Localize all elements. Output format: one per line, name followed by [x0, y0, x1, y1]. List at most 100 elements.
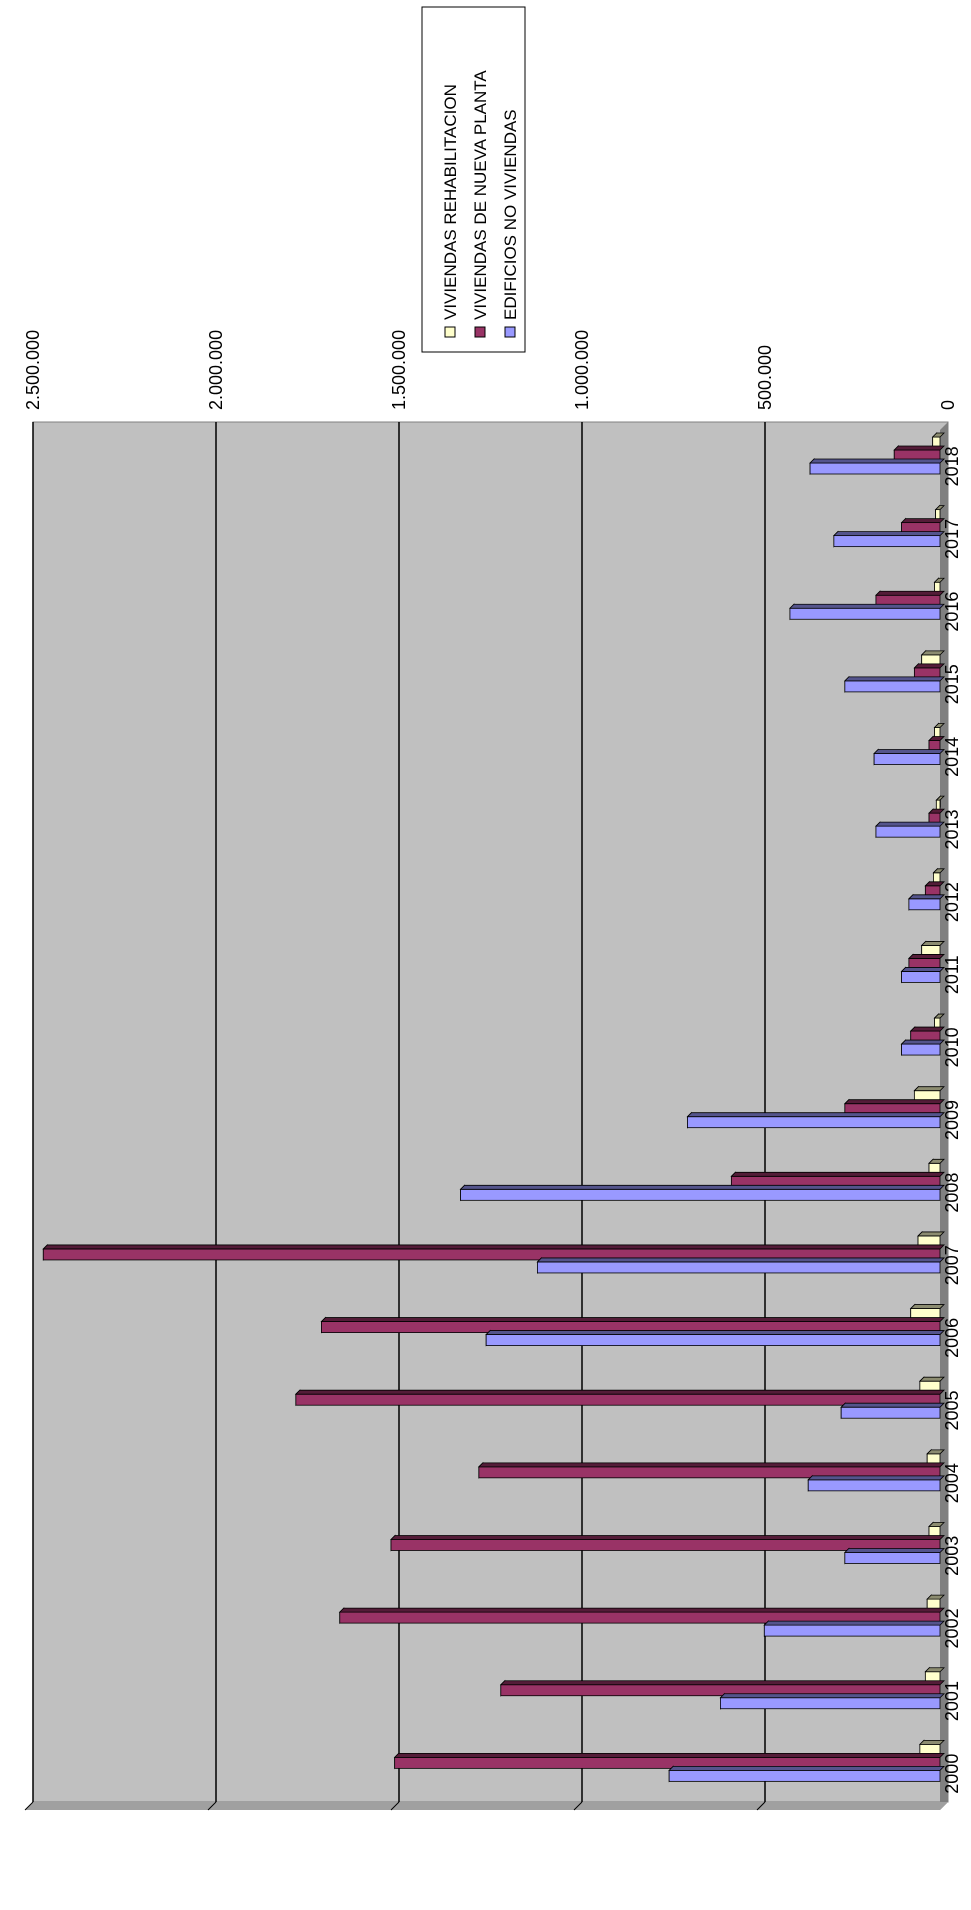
- bar-side: [900, 1039, 945, 1045]
- category-label: 2013: [942, 809, 962, 849]
- bar-side: [42, 1244, 945, 1250]
- gridline-depth: [207, 1801, 217, 1811]
- bar-side: [874, 821, 945, 827]
- category-label: 2014: [942, 737, 962, 777]
- bar: [918, 1376, 945, 1394]
- bar-face: [807, 1479, 941, 1492]
- bar-side: [843, 1548, 945, 1553]
- category-label: 2000: [942, 1754, 962, 1794]
- bar-side: [843, 1099, 945, 1105]
- bar-side: [763, 1620, 945, 1626]
- bar-side: [900, 967, 945, 972]
- bar: [907, 893, 945, 911]
- bar: [913, 1085, 945, 1103]
- bar-side: [918, 1739, 945, 1745]
- plot-side-wall: [25, 1802, 948, 1810]
- bar: [294, 1389, 945, 1407]
- bar-side: [874, 590, 945, 596]
- gridline-depth: [573, 1801, 583, 1811]
- category-label: 2016: [942, 592, 962, 632]
- bar: [918, 1739, 945, 1757]
- bar: [924, 880, 945, 898]
- category-label: 2004: [942, 1463, 962, 1503]
- bar-side: [719, 1693, 945, 1699]
- bar-side: [928, 1522, 945, 1527]
- bar-face: [901, 1043, 941, 1056]
- value-tick-label: 0: [938, 400, 958, 410]
- bar-side: [840, 1402, 945, 1408]
- bar: [843, 675, 945, 693]
- bar-side: [928, 1158, 945, 1164]
- bar: [42, 1243, 945, 1261]
- bar-face: [875, 825, 941, 838]
- category-label: 2009: [942, 1100, 962, 1140]
- bar-side: [832, 531, 945, 537]
- bar-face: [809, 462, 941, 475]
- category-label: 2010: [942, 1027, 962, 1067]
- bar: [907, 953, 945, 971]
- bar-side: [809, 458, 945, 464]
- gridline-depth: [756, 1801, 766, 1811]
- bar: [719, 1692, 945, 1710]
- bar-side: [459, 1184, 945, 1190]
- bar: [874, 821, 945, 839]
- bar-face: [789, 607, 941, 620]
- bar: [686, 1111, 945, 1129]
- bar-side: [913, 663, 945, 669]
- bar: [477, 1461, 945, 1479]
- bar-side: [920, 941, 945, 946]
- plot-area: [24, 421, 949, 1811]
- bar-side: [933, 577, 945, 583]
- bar-side: [924, 881, 945, 887]
- bar: [920, 940, 945, 958]
- bar: [807, 1474, 945, 1492]
- category-label: 2006: [942, 1318, 962, 1358]
- bar: [788, 603, 945, 621]
- bar: [459, 1184, 945, 1202]
- category-label: 2002: [942, 1608, 962, 1648]
- bar-side: [913, 1086, 945, 1092]
- bar-side: [933, 1013, 945, 1019]
- value-axis: 0 500.000 1.000.000 1.500.000 2.000.000 2.500…: [23, 330, 958, 410]
- bar-side: [499, 1680, 945, 1686]
- bar-side: [935, 795, 945, 801]
- bar-side: [390, 1535, 945, 1540]
- bar-face: [873, 753, 941, 765]
- bar: [393, 1752, 945, 1770]
- legend-swatch: [474, 326, 486, 338]
- legend-box: [421, 6, 526, 353]
- bar-side: [338, 1607, 945, 1613]
- bar-side: [668, 1765, 945, 1771]
- bar-side: [788, 603, 945, 609]
- bar-face: [720, 1697, 941, 1710]
- bar-side: [928, 736, 945, 741]
- bar-side: [934, 505, 945, 511]
- gridline-depth: [390, 1801, 400, 1811]
- bar: [920, 649, 945, 667]
- bar: [924, 1666, 945, 1684]
- bar: [874, 590, 945, 608]
- plot-background: [32, 421, 949, 1803]
- legend-label: EDIFICIOS NO VIVIENDAS: [501, 109, 520, 320]
- bar: [320, 1316, 945, 1334]
- bar-side: [932, 868, 945, 874]
- value-tick-label: 2.500.000: [23, 330, 43, 410]
- value-tick-label: 2.000.000: [206, 330, 226, 410]
- bar: [933, 577, 945, 595]
- bar: [832, 530, 945, 548]
- category-label: 2003: [942, 1536, 962, 1576]
- bar-side: [907, 954, 945, 959]
- legend-label: VIVIENDAS DE NUEVA PLANTA: [471, 70, 490, 320]
- bar-face: [763, 1624, 941, 1637]
- bar: [928, 735, 945, 753]
- bar-side: [909, 1304, 945, 1309]
- bar-face: [668, 1769, 941, 1782]
- bar-side: [918, 1376, 945, 1382]
- bar: [485, 1329, 945, 1347]
- gridline-depth: [24, 1801, 34, 1811]
- bar-face: [908, 898, 941, 911]
- category-label: 2017: [942, 519, 962, 559]
- bar-side: [873, 749, 945, 754]
- bar: [917, 1230, 945, 1248]
